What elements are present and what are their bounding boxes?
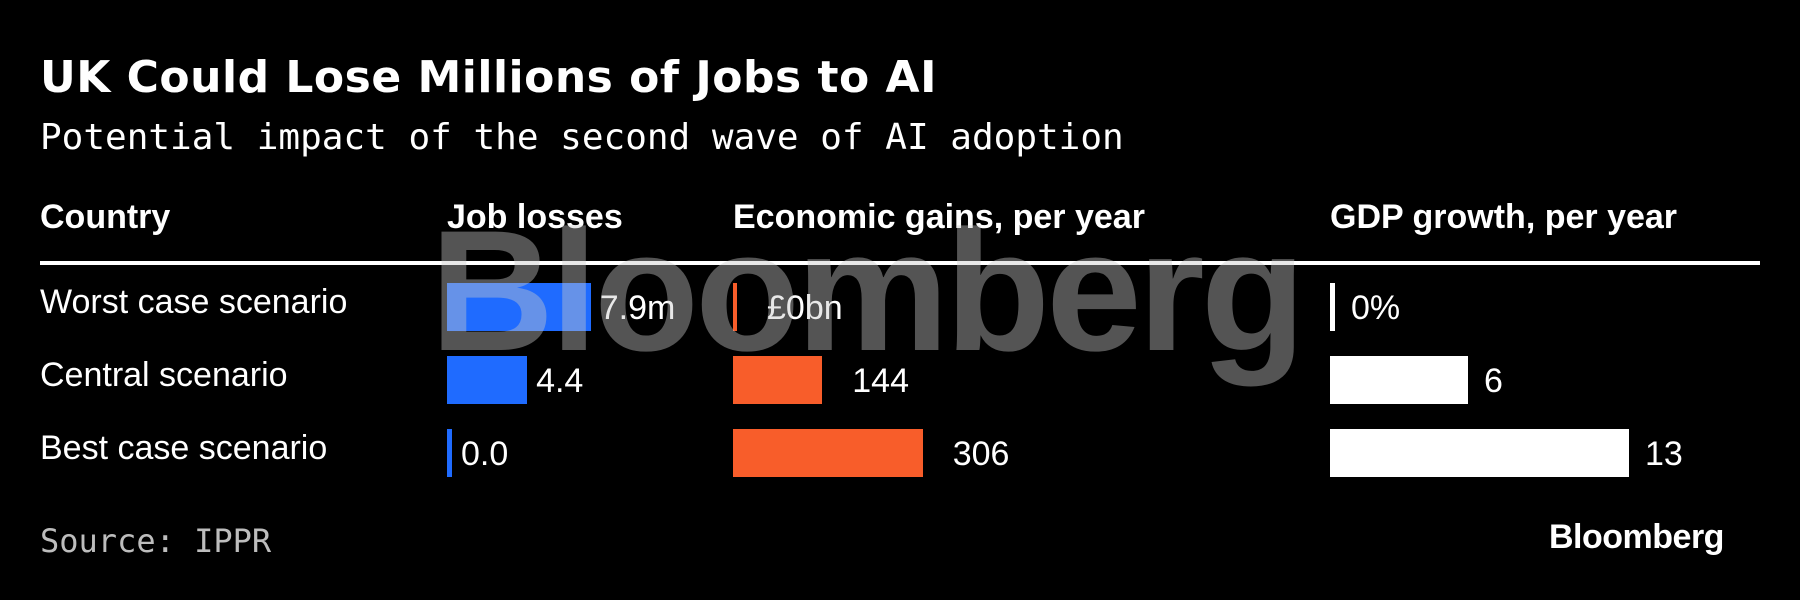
job-losses-bar [447,356,528,404]
job-losses-value-label: 4.4 [536,362,584,400]
economic-gains-value-label: 144 [852,362,909,400]
economic-gains-value-label: £0bn [767,289,843,327]
gdp-growth-bar [1330,429,1629,477]
economic-gains-value-label: 306 [952,435,1010,473]
chart-subtitle: Potential impact of the second wave of A… [40,117,1124,158]
job-losses-bar [447,283,591,331]
column-header-economic-gains: Economic gains, per year [733,198,1145,236]
gdp-growth-value-label: 13 [1645,435,1683,473]
header-divider [40,261,1760,265]
gdp-growth-bar [1330,283,1335,331]
column-header-country: Country [40,198,171,236]
job-losses-value-label: 0.0 [461,435,509,473]
row-label: Best case scenario [40,429,328,467]
column-header-gdp-growth: GDP growth, per year [1330,198,1678,236]
gdp-growth-value-label: 0% [1351,289,1401,327]
economic-gains-bar [733,356,823,404]
economic-gains-bar [733,283,737,331]
column-header-job-losses: Job losses [447,198,623,236]
job-losses-value-label: 7.9m [599,289,676,327]
job-losses-bar [447,429,452,477]
bloomberg-logo: Bloomberg [1549,518,1724,556]
chart-title: UK Could Lose Millions of Jobs to AI [40,52,937,103]
gdp-growth-bar [1330,356,1468,404]
row-label: Worst case scenario [40,283,348,321]
row-label: Central scenario [40,356,288,394]
gdp-growth-value-label: 6 [1484,362,1503,400]
source-note: Source: IPPR [40,522,272,560]
economic-gains-bar [733,429,923,477]
